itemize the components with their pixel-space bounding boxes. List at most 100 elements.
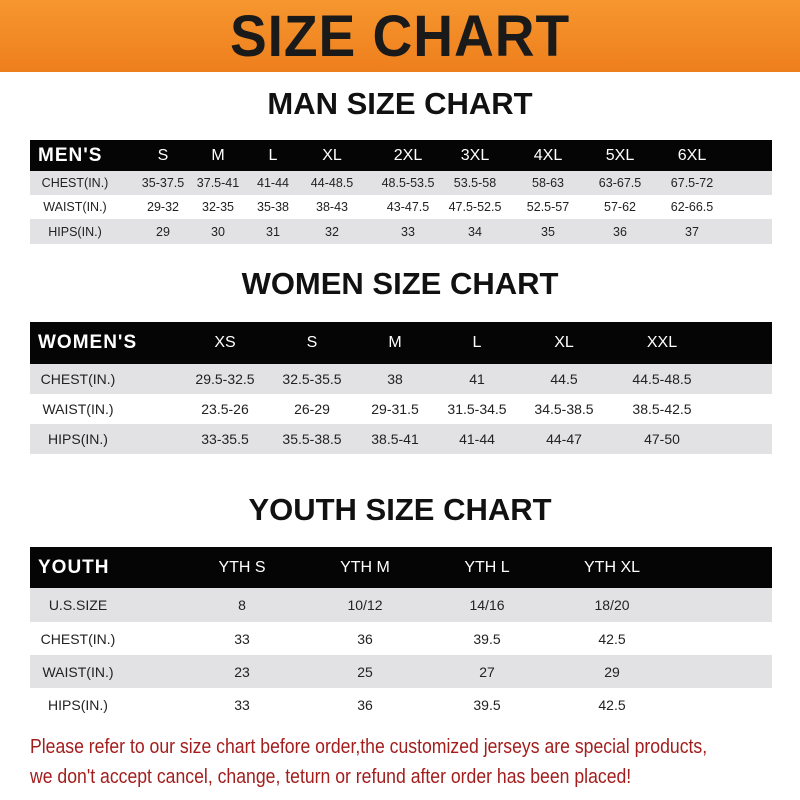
table-cell: 37 bbox=[685, 224, 699, 239]
table-cell: 38-43 bbox=[316, 200, 348, 214]
table-row: WAIST(IN.) 23 25 27 29 bbox=[30, 655, 772, 688]
table-cell: 29-31.5 bbox=[371, 401, 419, 417]
row-label: HIPS(IN.) bbox=[48, 224, 102, 239]
men-chart-title: MAN SIZE CHART bbox=[267, 86, 533, 121]
table-cell: 30 bbox=[211, 224, 225, 239]
table-cell: 38 bbox=[387, 371, 403, 387]
table-row: CHEST(IN.) 35-37.5 37.5-41 41-44 44-48.5 48.5… bbox=[30, 171, 772, 195]
table-header-label: YOUTH bbox=[38, 556, 110, 578]
size-column-header: S bbox=[157, 146, 169, 164]
table-row: WAIST(IN.) 29-32 32-35 35-38 38-43 43-47.5 47.… bbox=[30, 195, 772, 219]
men-size-table: MEN'S S M L XL 2XL 3XL 4XL 5XL 6XL CHEST(IN.) 35-37… bbox=[30, 140, 772, 244]
size-column-header: 3XL bbox=[460, 146, 490, 164]
size-column-header: L bbox=[472, 334, 482, 351]
table-cell: 34 bbox=[468, 224, 482, 239]
table-cell: 67.5-72 bbox=[670, 176, 714, 190]
table-header-row: YOUTH YTH S YTH M YTH L YTH XL bbox=[30, 547, 772, 588]
row-label: WAIST(IN.) bbox=[43, 200, 107, 214]
table-cell: 31.5-34.5 bbox=[447, 401, 507, 417]
table-cell: 52.5-57 bbox=[526, 200, 570, 214]
size-column-header: S bbox=[306, 334, 318, 351]
table-cell: 48.5-53.5 bbox=[381, 176, 435, 190]
table-cell: 18/20 bbox=[594, 597, 630, 613]
table-cell: 32.5-35.5 bbox=[282, 371, 342, 387]
table-cell: 33 bbox=[401, 224, 415, 239]
table-cell: 8 bbox=[238, 597, 246, 613]
table-cell: 38.5-41 bbox=[371, 431, 419, 447]
table-cell: 29 bbox=[604, 663, 620, 680]
size-chart-banner: SIZE CHART bbox=[0, 0, 800, 72]
table-cell: 41 bbox=[469, 371, 485, 387]
size-column-header: 5XL bbox=[605, 146, 635, 164]
row-label: U.S.SIZE bbox=[48, 597, 108, 613]
table-cell: 35 bbox=[541, 224, 555, 239]
row-label: HIPS(IN.) bbox=[48, 696, 108, 713]
women-size-table: WOMEN'S XS S M L XL XXL CHEST(IN.) 29.5-32.5 32.5… bbox=[30, 322, 772, 454]
table-cell: 32 bbox=[325, 224, 339, 239]
table-cell: 26-29 bbox=[294, 401, 330, 417]
table-cell: 44.5 bbox=[550, 371, 578, 387]
table-cell: 29.5-32.5 bbox=[195, 371, 255, 387]
table-header-label: WOMEN'S bbox=[38, 332, 138, 353]
row-label: HIPS(IN.) bbox=[48, 431, 108, 447]
women-chart-title: WOMEN SIZE CHART bbox=[241, 266, 559, 301]
table-cell: 37.5-41 bbox=[196, 176, 240, 190]
table-row: WAIST(IN.) 23.5-26 26-29 29-31.5 31.5-34.5 34… bbox=[30, 394, 772, 424]
row-label: WAIST(IN.) bbox=[42, 663, 114, 680]
table-cell: 35-37.5 bbox=[141, 176, 185, 190]
table-cell: 44.5-48.5 bbox=[632, 371, 692, 387]
size-column-header: XL bbox=[554, 334, 574, 351]
youth-chart-title: YOUTH SIZE CHART bbox=[248, 492, 552, 527]
table-cell: 33 bbox=[234, 630, 250, 647]
table-cell: 34.5-38.5 bbox=[534, 401, 594, 417]
table-cell: 41-44 bbox=[257, 176, 289, 190]
row-label: WAIST(IN.) bbox=[42, 401, 114, 417]
size-column-header: 4XL bbox=[533, 146, 563, 164]
size-column-header: YTH M bbox=[340, 558, 390, 576]
table-cell: 53.5-58 bbox=[453, 176, 497, 190]
table-header-label: MEN'S bbox=[38, 144, 103, 166]
table-cell: 58-63 bbox=[532, 176, 564, 190]
size-column-header: 2XL bbox=[393, 146, 423, 164]
table-cell: 47.5-52.5 bbox=[448, 200, 502, 214]
notice-line-1: Please refer to our size chart before or… bbox=[30, 735, 708, 758]
size-column-header: L bbox=[268, 146, 278, 164]
size-column-header: XXL bbox=[646, 334, 678, 351]
youth-size-table: YOUTH YTH S YTH M YTH L YTH XL U.S.SIZE 8 10/12… bbox=[30, 547, 772, 721]
size-column-header: XS bbox=[214, 334, 236, 351]
table-cell: 25 bbox=[357, 663, 373, 680]
row-label: CHEST(IN.) bbox=[41, 176, 109, 190]
table-cell: 63-67.5 bbox=[598, 176, 642, 190]
row-label: CHEST(IN.) bbox=[40, 371, 116, 387]
table-cell: 27 bbox=[479, 663, 495, 680]
table-cell: 29 bbox=[156, 224, 170, 239]
table-cell: 62-66.5 bbox=[670, 200, 714, 214]
table-cell: 29-32 bbox=[147, 200, 179, 214]
table-cell: 44-48.5 bbox=[310, 176, 354, 190]
notice-line-2: we don't accept cancel, change, teturn o… bbox=[30, 765, 632, 788]
table-cell: 36 bbox=[613, 224, 627, 239]
size-column-header: 6XL bbox=[677, 146, 707, 164]
size-column-header: YTH L bbox=[464, 558, 510, 576]
table-cell: 43-47.5 bbox=[386, 200, 430, 214]
table-cell: 14/16 bbox=[469, 597, 505, 613]
table-cell: 44-47 bbox=[546, 431, 582, 447]
table-header-row: MEN'S S M L XL 2XL 3XL 4XL 5XL 6XL bbox=[30, 140, 772, 171]
table-row: U.S.SIZE 8 10/12 14/16 18/20 bbox=[30, 588, 772, 622]
table-cell: 23.5-26 bbox=[201, 401, 249, 417]
table-cell: 41-44 bbox=[459, 431, 495, 447]
table-cell: 39.5 bbox=[473, 696, 501, 713]
table-row: HIPS(IN.) 33 36 39.5 42.5 bbox=[30, 688, 772, 721]
table-cell: 23 bbox=[234, 663, 250, 680]
table-row: CHEST(IN.) 29.5-32.5 32.5-35.5 38 41 44.5 44.5… bbox=[30, 364, 772, 394]
banner-title: SIZE CHART bbox=[229, 3, 571, 69]
table-cell: 57-62 bbox=[604, 200, 636, 214]
table-row: HIPS(IN.) 29 30 31 32 33 34 35 36 37 bbox=[30, 219, 772, 244]
table-cell: 33-35.5 bbox=[201, 431, 249, 447]
table-cell: 33 bbox=[234, 696, 250, 713]
table-cell: 32-35 bbox=[202, 200, 234, 214]
size-column-header: YTH S bbox=[218, 558, 266, 576]
table-cell: 39.5 bbox=[473, 630, 501, 647]
size-column-header: M bbox=[388, 334, 402, 351]
table-row: CHEST(IN.) 33 36 39.5 42.5 bbox=[30, 622, 772, 655]
